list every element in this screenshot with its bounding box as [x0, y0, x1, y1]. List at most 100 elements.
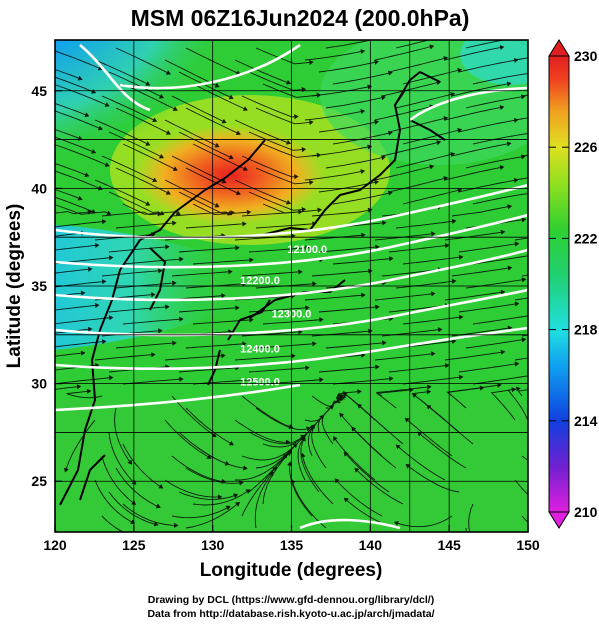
streamline: [255, 107, 313, 125]
streamline: [234, 59, 291, 84]
streamline: [171, 95, 226, 124]
streamline-arrowhead: [242, 281, 247, 287]
streamline: [122, 443, 163, 489]
streamline-arrowhead: [94, 302, 100, 308]
streamline-arrowhead: [217, 494, 223, 500]
streamline: [55, 76, 96, 94]
streamline: [388, 177, 448, 193]
streamline: [451, 205, 512, 217]
streamline-arrowhead: [206, 454, 212, 459]
streamline: [395, 280, 456, 289]
streamline-arrowhead: [157, 268, 163, 274]
streamline: [262, 83, 321, 98]
streamline-arrowhead: [301, 436, 306, 442]
streamline-arrowhead: [395, 444, 401, 450]
streamline-arrowhead: [286, 140, 292, 145]
streamline-arrowhead: [309, 179, 314, 185]
streamline-arrowhead: [170, 538, 174, 542]
credit-drawing: Drawing by DCL (https://www.gfd-dennou.o…: [148, 594, 434, 606]
streamline: [458, 179, 518, 193]
streamline: [234, 355, 295, 361]
streamline: [122, 143, 178, 171]
streamline: [402, 129, 462, 145]
streamline-arrowhead: [106, 210, 112, 216]
streamline-arrowhead: [158, 484, 164, 489]
streamline: [108, 191, 164, 215]
streamline-arrowhead: [235, 501, 241, 507]
y-axis-ticks: 25 30 35 40 45: [31, 83, 62, 489]
streamline: [55, 317, 113, 325]
streamline-arrowhead: [529, 314, 533, 318]
streamline-arrowhead: [580, 560, 584, 564]
streamline: [388, 364, 449, 373]
streamline-arrowhead: [405, 464, 411, 469]
streamline: [185, 467, 243, 484]
streamline: [514, 177, 528, 181]
streamline-arrowhead: [84, 112, 90, 118]
streamline: [108, 491, 158, 526]
streamline-arrowhead: [585, 125, 589, 129]
streamline-arrowhead: [521, 337, 527, 343]
streamline: [192, 203, 251, 216]
streamline: [304, 294, 365, 301]
streamline: [55, 102, 89, 117]
streamline: [55, 144, 109, 167]
streamline-arrowhead: [229, 441, 234, 446]
streamline-arrowhead: [444, 243, 450, 248]
map-grid: [55, 40, 528, 532]
streamline: [55, 136, 96, 154]
streamline-arrowhead: [571, 289, 575, 293]
streamline: [0, 444, 53, 450]
streamline: [514, 479, 528, 496]
streamline-arrowhead: [317, 207, 322, 213]
streamline: [192, 319, 253, 325]
streamline-arrowhead: [585, 361, 589, 365]
streamline-arrowhead: [87, 209, 93, 215]
streamline: [0, 409, 39, 432]
streamline: [304, 50, 365, 61]
streamline: [444, 351, 505, 361]
streamline-arrowhead: [233, 493, 239, 498]
streamline: [468, 503, 474, 532]
streamline: [55, 244, 99, 251]
streamline-arrowhead: [243, 465, 248, 471]
streamline-arrowhead: [221, 178, 227, 184]
streamline-arrowhead: [387, 190, 393, 196]
streamline-arrowhead: [585, 301, 589, 305]
streamline-arrowhead: [528, 191, 532, 195]
x-tick-label: 120: [43, 537, 67, 553]
streamline-arrowhead: [221, 118, 227, 124]
streamline: [185, 223, 246, 229]
streamline-arrowhead: [69, 555, 73, 559]
streamline: [192, 83, 248, 111]
streamline-arrowhead: [228, 269, 233, 275]
streamline: [55, 196, 96, 214]
streamline-arrowhead: [227, 211, 233, 216]
contour-label: 12400.0: [240, 343, 280, 355]
streamline-arrowhead: [301, 207, 307, 212]
streamline: [55, 204, 111, 215]
y-tick-label: 25: [31, 473, 47, 489]
streamline-arrowhead: [528, 71, 532, 75]
streamline-arrowhead: [381, 340, 387, 346]
streamline-arrowhead: [246, 209, 252, 215]
streamline: [332, 191, 393, 205]
streamline: [444, 291, 505, 301]
streamline: [108, 306, 169, 313]
streamline: [472, 375, 528, 385]
streamline: [164, 119, 220, 148]
streamline-arrowhead: [312, 341, 317, 347]
streamline: [374, 165, 434, 181]
streamline: [311, 145, 372, 157]
streamline: [164, 419, 212, 459]
streamline: [375, 386, 431, 397]
streamline: [94, 179, 150, 206]
streamline-arrowhead: [272, 466, 277, 472]
streamline-arrowhead: [529, 374, 533, 378]
streamline: [108, 71, 164, 99]
x-tick-label: 150: [516, 537, 540, 553]
contour-label: 12500.0: [240, 377, 280, 389]
streamline-arrowhead: [521, 217, 527, 223]
streamline-arrowhead: [286, 200, 292, 205]
